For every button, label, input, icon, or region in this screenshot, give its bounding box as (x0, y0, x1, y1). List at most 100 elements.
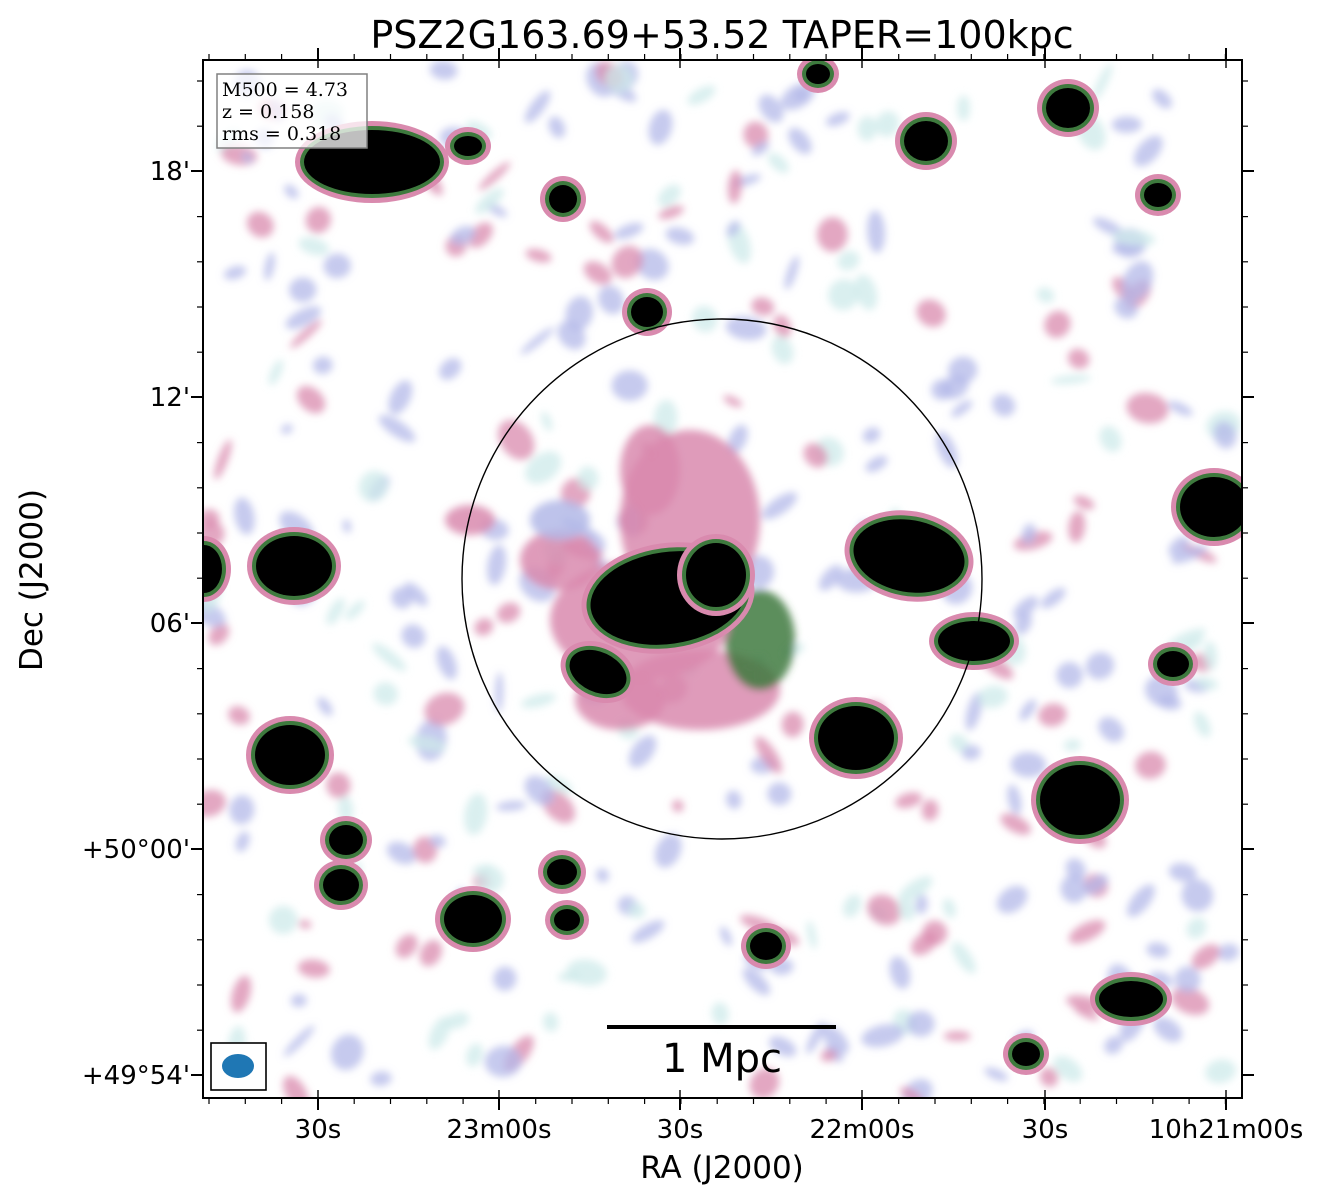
emission-blob (1038, 703, 1067, 727)
radio-image (203, 60, 1242, 1098)
emission-blob (687, 85, 716, 105)
y-tick-label: 18' (150, 157, 190, 187)
emission-blob (984, 1067, 1009, 1082)
emission-blob (1111, 243, 1146, 254)
emission-blob (1133, 135, 1163, 167)
emission-blob (719, 926, 732, 946)
emission-blob (583, 261, 612, 285)
emission-blob (952, 941, 976, 974)
rms-value: rms = 0.318 (222, 123, 341, 145)
emission-blob (429, 60, 458, 80)
emission-blob (1153, 1017, 1183, 1043)
emission-blob (727, 170, 742, 204)
emission-blob (1013, 596, 1039, 619)
emission-blob (1000, 813, 1032, 835)
emission-blob (906, 1010, 935, 1037)
emission-blob (436, 645, 458, 680)
emission-blob (496, 800, 527, 812)
emission-blob (658, 205, 684, 220)
emission-blob (631, 297, 663, 327)
emission-blob (611, 245, 644, 279)
emission-blob (296, 385, 326, 414)
emission-blob (214, 439, 232, 480)
emission-blob (1073, 495, 1095, 510)
emission-blob (1056, 662, 1083, 689)
emission-blob (541, 411, 553, 432)
emission-blob (806, 920, 817, 949)
emission-blob (820, 1049, 837, 1062)
emission-blob (290, 994, 307, 1008)
emission-blob (915, 894, 928, 915)
emission-blob (444, 895, 502, 943)
emission-blob (1171, 987, 1210, 1016)
emission-blob (806, 64, 830, 84)
emission-blob (530, 500, 590, 540)
x-tick-label: 30s (657, 1115, 704, 1145)
emission-blob (942, 898, 956, 918)
emission-blob (208, 623, 230, 646)
emission-blob (281, 424, 293, 434)
emission-blob (771, 335, 794, 365)
emission-blob (843, 894, 862, 918)
emission-blob (283, 1025, 315, 1057)
emission-blob (818, 564, 843, 591)
emission-blob (1065, 858, 1086, 881)
emission-blob (330, 1034, 364, 1071)
emission-blob (565, 296, 593, 331)
emission-blob (241, 152, 253, 164)
emission-blob (1194, 677, 1219, 690)
emission-blob (1040, 765, 1120, 835)
emission-blob (1171, 545, 1208, 564)
emission-blob (1085, 652, 1115, 680)
emission-blob (631, 920, 665, 943)
emission-blob (598, 285, 625, 315)
emission-blob (889, 956, 911, 989)
emission-blob (727, 424, 748, 454)
emission-blob (635, 248, 669, 281)
emission-blob (817, 217, 848, 252)
emission-blob (246, 211, 274, 238)
emission-blob (1063, 739, 1082, 751)
emission-blob (1068, 919, 1106, 944)
emission-blob (837, 250, 860, 271)
x-tick-label: 30s (1022, 1115, 1069, 1145)
emission-blob (484, 1045, 522, 1078)
emission-blob (1040, 587, 1066, 609)
emission-blob (557, 972, 581, 982)
emission-blob (378, 414, 416, 443)
redshift-value: z = 0.158 (222, 101, 314, 123)
emission-blob (493, 966, 517, 991)
emission-blob (854, 274, 878, 310)
emission-blob (450, 225, 476, 246)
m500-value: M500 = 4.73 (222, 79, 348, 101)
emission-blob (1186, 917, 1207, 939)
emission-blob (429, 834, 446, 848)
emission-blob (268, 359, 284, 386)
emission-blob (569, 649, 627, 695)
emission-blob (1036, 287, 1055, 303)
emission-blob (620, 425, 680, 515)
emission-blob (1191, 944, 1220, 970)
emission-blob (395, 934, 418, 959)
emission-blob (825, 111, 850, 127)
emission-blob (1126, 392, 1169, 424)
emission-blob (921, 799, 939, 821)
emission-blob (951, 400, 973, 418)
scale-bar-label: 1 Mpc (662, 1036, 782, 1082)
emission-blob (1181, 879, 1214, 912)
emission-blob (1157, 695, 1182, 711)
y-tick-label: 06' (150, 609, 190, 639)
emission-blob (1044, 310, 1071, 338)
emission-blob (468, 222, 493, 248)
emission-blob (326, 598, 345, 625)
emission-blob (1174, 966, 1201, 993)
emission-blob (931, 379, 953, 400)
emission-blob (784, 255, 800, 290)
emission-blob (1068, 511, 1086, 543)
emission-blob (297, 959, 330, 978)
emission-blob (751, 297, 775, 316)
emission-blob (818, 706, 894, 770)
emission-blob (472, 864, 493, 874)
emission-blob (965, 692, 983, 731)
